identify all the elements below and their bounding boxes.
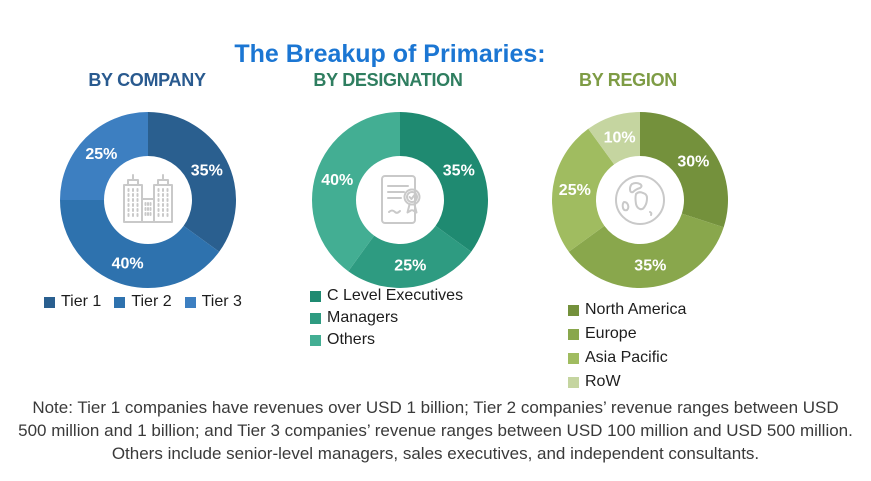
legend-label: Europe [585, 325, 637, 342]
slice-percent-label: 40% [112, 255, 144, 272]
buildings-icon [123, 174, 173, 223]
legend-by-company: Tier 1 Tier 2 Tier 3 [44, 293, 242, 311]
chart-title-by-region: BY REGION [579, 70, 677, 90]
legend-label: Tier 2 [131, 293, 172, 310]
legend-label: Others [327, 331, 376, 348]
slice-percent-label: 40% [321, 172, 353, 189]
donut-slice [348, 225, 472, 288]
legend-label: Tier 3 [201, 293, 242, 310]
footnote-line: 500 million and 1 billion; and Tier 3 co… [18, 421, 853, 440]
legend-label: RoW [585, 373, 621, 390]
footnote: Note: Tier 1 companies have revenues ove… [0, 396, 871, 465]
legend-item: RoW [568, 373, 686, 391]
legend-swatch [568, 376, 579, 388]
legend-label: C Level Executives [327, 287, 464, 304]
donut-slice [312, 112, 400, 272]
legend-swatch [568, 328, 579, 340]
donut-chart-by-region: 30% 35% 25% 10% [552, 112, 728, 288]
donut-chart-by-designation: 35% 25% 40% [312, 112, 488, 288]
donut-slice [400, 112, 488, 252]
donut-slice [640, 112, 728, 228]
slice-percent-label: 30% [677, 154, 709, 171]
legend-by-region: North America Europe Asia Pacific RoW [568, 301, 686, 391]
legend-item: Others [310, 331, 463, 349]
legend-item: Europe [568, 325, 686, 343]
legend-label: Tier 1 [61, 293, 102, 310]
donut-slice [568, 213, 724, 288]
slice-percent-label: 10% [604, 130, 636, 147]
donut-slice [588, 112, 640, 165]
legend-item: Tier 1 [44, 293, 101, 311]
chart-title-by-company: BY COMPANY [88, 70, 206, 90]
slice-percent-label: 35% [191, 163, 223, 180]
chart-title-by-designation: BY DESIGNATION [313, 70, 463, 90]
donut-slice [60, 112, 148, 200]
legend-swatch [310, 312, 321, 324]
legend-swatch [310, 290, 321, 302]
globe-icon [615, 175, 665, 225]
legend-swatch [568, 304, 579, 316]
slice-percent-label: 25% [85, 146, 117, 163]
figure-title: The Breakup of Primaries: [234, 40, 546, 68]
legend-swatch [310, 334, 321, 346]
legend-item: North America [568, 301, 686, 319]
legend-label: North America [585, 301, 687, 318]
legend-item: Tier 3 [184, 293, 242, 311]
donut-slice [148, 112, 236, 252]
legend-item: Asia Pacific [568, 349, 686, 367]
legend-swatch [184, 296, 196, 308]
legend-item: Managers [310, 309, 463, 327]
donut-chart-by-company: 35% 40% 25% [60, 112, 236, 288]
slice-percent-label: 25% [394, 258, 426, 275]
donut-slice [552, 128, 615, 252]
legend-label: Asia Pacific [585, 349, 668, 366]
legend-swatch [114, 296, 126, 308]
certificate-icon [381, 175, 421, 224]
legend-by-designation: C Level Executives Managers Others [310, 287, 463, 349]
footnote-line: Others include senior-level managers, sa… [111, 444, 760, 463]
legend-swatch [568, 352, 579, 364]
slice-percent-label: 25% [559, 182, 591, 199]
legend-item: Tier 2 [114, 293, 172, 311]
legend-swatch [44, 296, 55, 308]
footnote-line: Note: Tier 1 companies have revenues ove… [32, 398, 839, 417]
legend-item: C Level Executives [310, 287, 463, 305]
legend-label: Managers [327, 309, 399, 326]
donut-slice [60, 200, 220, 288]
slice-percent-label: 35% [443, 163, 475, 180]
slice-percent-label: 35% [634, 258, 666, 275]
